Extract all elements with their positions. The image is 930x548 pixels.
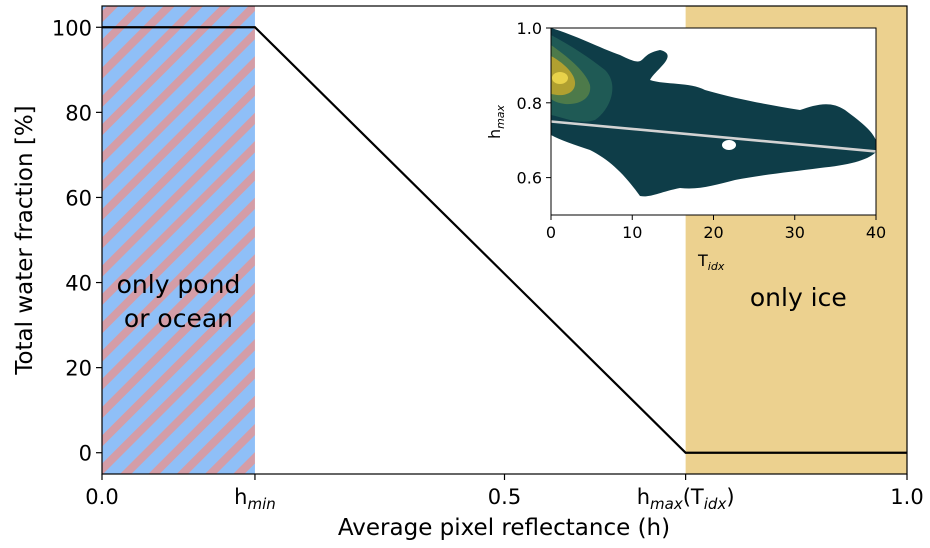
inset-chart: 0 10 20 30 40 0.6 0.8 1.0 Tidx hmax xyxy=(485,19,886,273)
main-y-tick-label: 0 xyxy=(79,442,92,466)
inset-x-tick-label: 40 xyxy=(866,223,886,242)
main-y-axis-label: Total water fraction [%] xyxy=(12,105,38,375)
density-contours xyxy=(551,28,876,197)
density-hole xyxy=(722,140,736,150)
inset-y-tick-label: 0.6 xyxy=(517,169,542,188)
density-outer xyxy=(551,28,876,197)
inset-y-tick-label: 1.0 xyxy=(517,19,542,38)
main-y-ticks: 0 20 40 60 80 100 xyxy=(52,16,102,466)
main-x-tick-label: 0.5 xyxy=(488,485,521,509)
pond-ocean-region xyxy=(102,6,255,474)
region-label-ocean: or ocean xyxy=(124,304,233,333)
main-y-tick-label: 100 xyxy=(52,16,92,40)
main-x-ticks: 0.0 hmin 0.5 hmax(Tidx) 1.0 xyxy=(85,474,924,513)
main-x-tick-label: hmin xyxy=(234,485,276,513)
main-x-axis-label: Average pixel reflectance (h) xyxy=(338,515,670,541)
main-x-tick-label: hmax(Tidx) xyxy=(637,485,735,513)
main-y-tick-label: 20 xyxy=(65,357,92,381)
main-y-tick-label: 60 xyxy=(65,186,92,210)
inset-x-tick-label: 20 xyxy=(703,223,723,242)
inset-x-ticks: 0 10 20 30 40 xyxy=(546,215,886,242)
main-y-tick-label: 40 xyxy=(65,272,92,296)
main-x-tick-label: 0.0 xyxy=(85,485,118,509)
inset-y-axis-label: hmax xyxy=(485,104,507,139)
main-y-tick-label: 80 xyxy=(65,101,92,125)
inset-x-tick-label: 0 xyxy=(546,223,556,242)
inset-y-ticks: 0.6 0.8 1.0 xyxy=(517,19,551,188)
water-fraction-line xyxy=(102,26,907,454)
inset-x-tick-label: 30 xyxy=(785,223,805,242)
inset-x-tick-label: 10 xyxy=(622,223,642,242)
region-label-ice: only ice xyxy=(750,283,847,312)
region-label-pond: only pond xyxy=(117,270,241,299)
inset-x-axis-label: Tidx xyxy=(697,251,725,273)
density-peak xyxy=(552,72,568,84)
inset-fit-line xyxy=(550,120,877,153)
inset-y-tick-label: 0.8 xyxy=(517,94,542,113)
main-x-tick-label: 1.0 xyxy=(890,485,923,509)
